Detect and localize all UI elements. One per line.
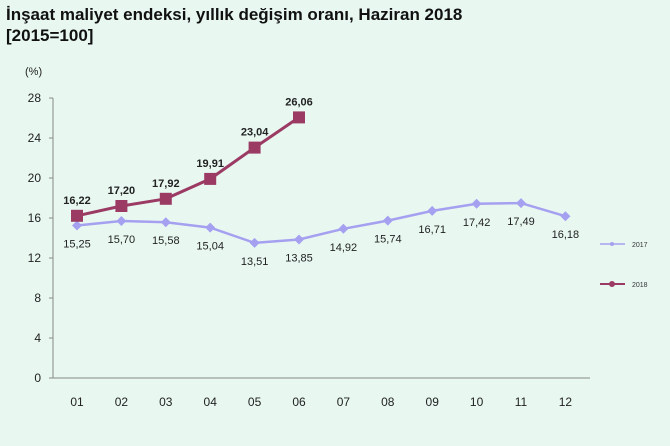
y-tick-label: 16 [28, 211, 42, 225]
data-point [293, 111, 305, 124]
y-axis-label: (%) [25, 66, 42, 78]
data-point [560, 211, 571, 222]
y-tick-label: 24 [28, 131, 42, 145]
y-tick-label: 4 [34, 331, 41, 345]
x-tick-label: 12 [559, 395, 573, 409]
x-tick-label: 03 [159, 395, 173, 409]
y-tick-label: 28 [28, 91, 42, 105]
data-label: 13,85 [285, 253, 313, 265]
data-label: 15,04 [196, 241, 224, 253]
data-label: 15,58 [152, 235, 180, 247]
chart-title: İnşaat maliyet endeksi, yıllık değişim o… [6, 5, 463, 24]
data-label: 17,20 [108, 185, 136, 197]
data-label: 17,42 [463, 217, 491, 229]
data-label: 15,74 [374, 234, 402, 246]
y-tick-label: 8 [34, 291, 41, 305]
data-label: 15,25 [63, 239, 91, 251]
data-point [382, 215, 393, 226]
x-tick-label: 06 [292, 395, 306, 409]
series-line-2018 [76, 116, 300, 218]
x-tick-label: 05 [248, 395, 262, 409]
data-point [427, 205, 438, 216]
data-point [248, 141, 261, 154]
series-line-2017 [76, 201, 566, 245]
data-point [160, 217, 171, 228]
x-tick-label: 02 [115, 395, 129, 409]
data-point [471, 198, 482, 209]
x-tick-label: 11 [515, 395, 528, 409]
data-label: 13,51 [241, 256, 269, 268]
legend-label: 2017 [632, 242, 648, 249]
chart-title-block: İnşaat maliyet endeksi, yıllık değişim o… [6, 4, 462, 46]
x-tick-label: 04 [204, 395, 218, 409]
data-point [71, 209, 83, 222]
legend-marker [610, 242, 614, 246]
legend-marker [609, 281, 615, 287]
data-point [516, 198, 526, 209]
data-label: 26,06 [285, 96, 313, 108]
data-point [249, 237, 260, 248]
x-tick-label: 07 [337, 395, 351, 409]
data-point [205, 222, 216, 233]
data-label: 19,91 [196, 158, 224, 170]
data-label: 16,22 [63, 195, 91, 207]
y-tick-label: 20 [28, 171, 42, 185]
data-point [115, 200, 128, 212]
data-point [338, 223, 349, 234]
x-tick-label: 10 [470, 395, 484, 409]
y-tick-label: 0 [34, 371, 41, 385]
data-label: 16,71 [418, 224, 446, 236]
data-point [72, 220, 82, 231]
chart-subtitle: [2015=100] [6, 26, 94, 45]
data-point [116, 216, 127, 226]
x-tick-label: 01 [70, 395, 84, 409]
legend-label: 2018 [632, 282, 648, 289]
data-label: 17,49 [507, 216, 535, 228]
data-label: 17,92 [152, 178, 180, 190]
data-label: 16,18 [552, 229, 580, 241]
data-point [204, 172, 217, 185]
y-tick-label: 12 [28, 251, 42, 265]
data-label: 23,04 [241, 127, 269, 139]
x-tick-label: 08 [381, 395, 395, 409]
data-label: 14,92 [330, 242, 358, 254]
x-tick-label: 09 [426, 395, 440, 409]
data-label: 15,70 [108, 234, 136, 246]
data-point [294, 234, 304, 245]
data-point [159, 192, 172, 205]
